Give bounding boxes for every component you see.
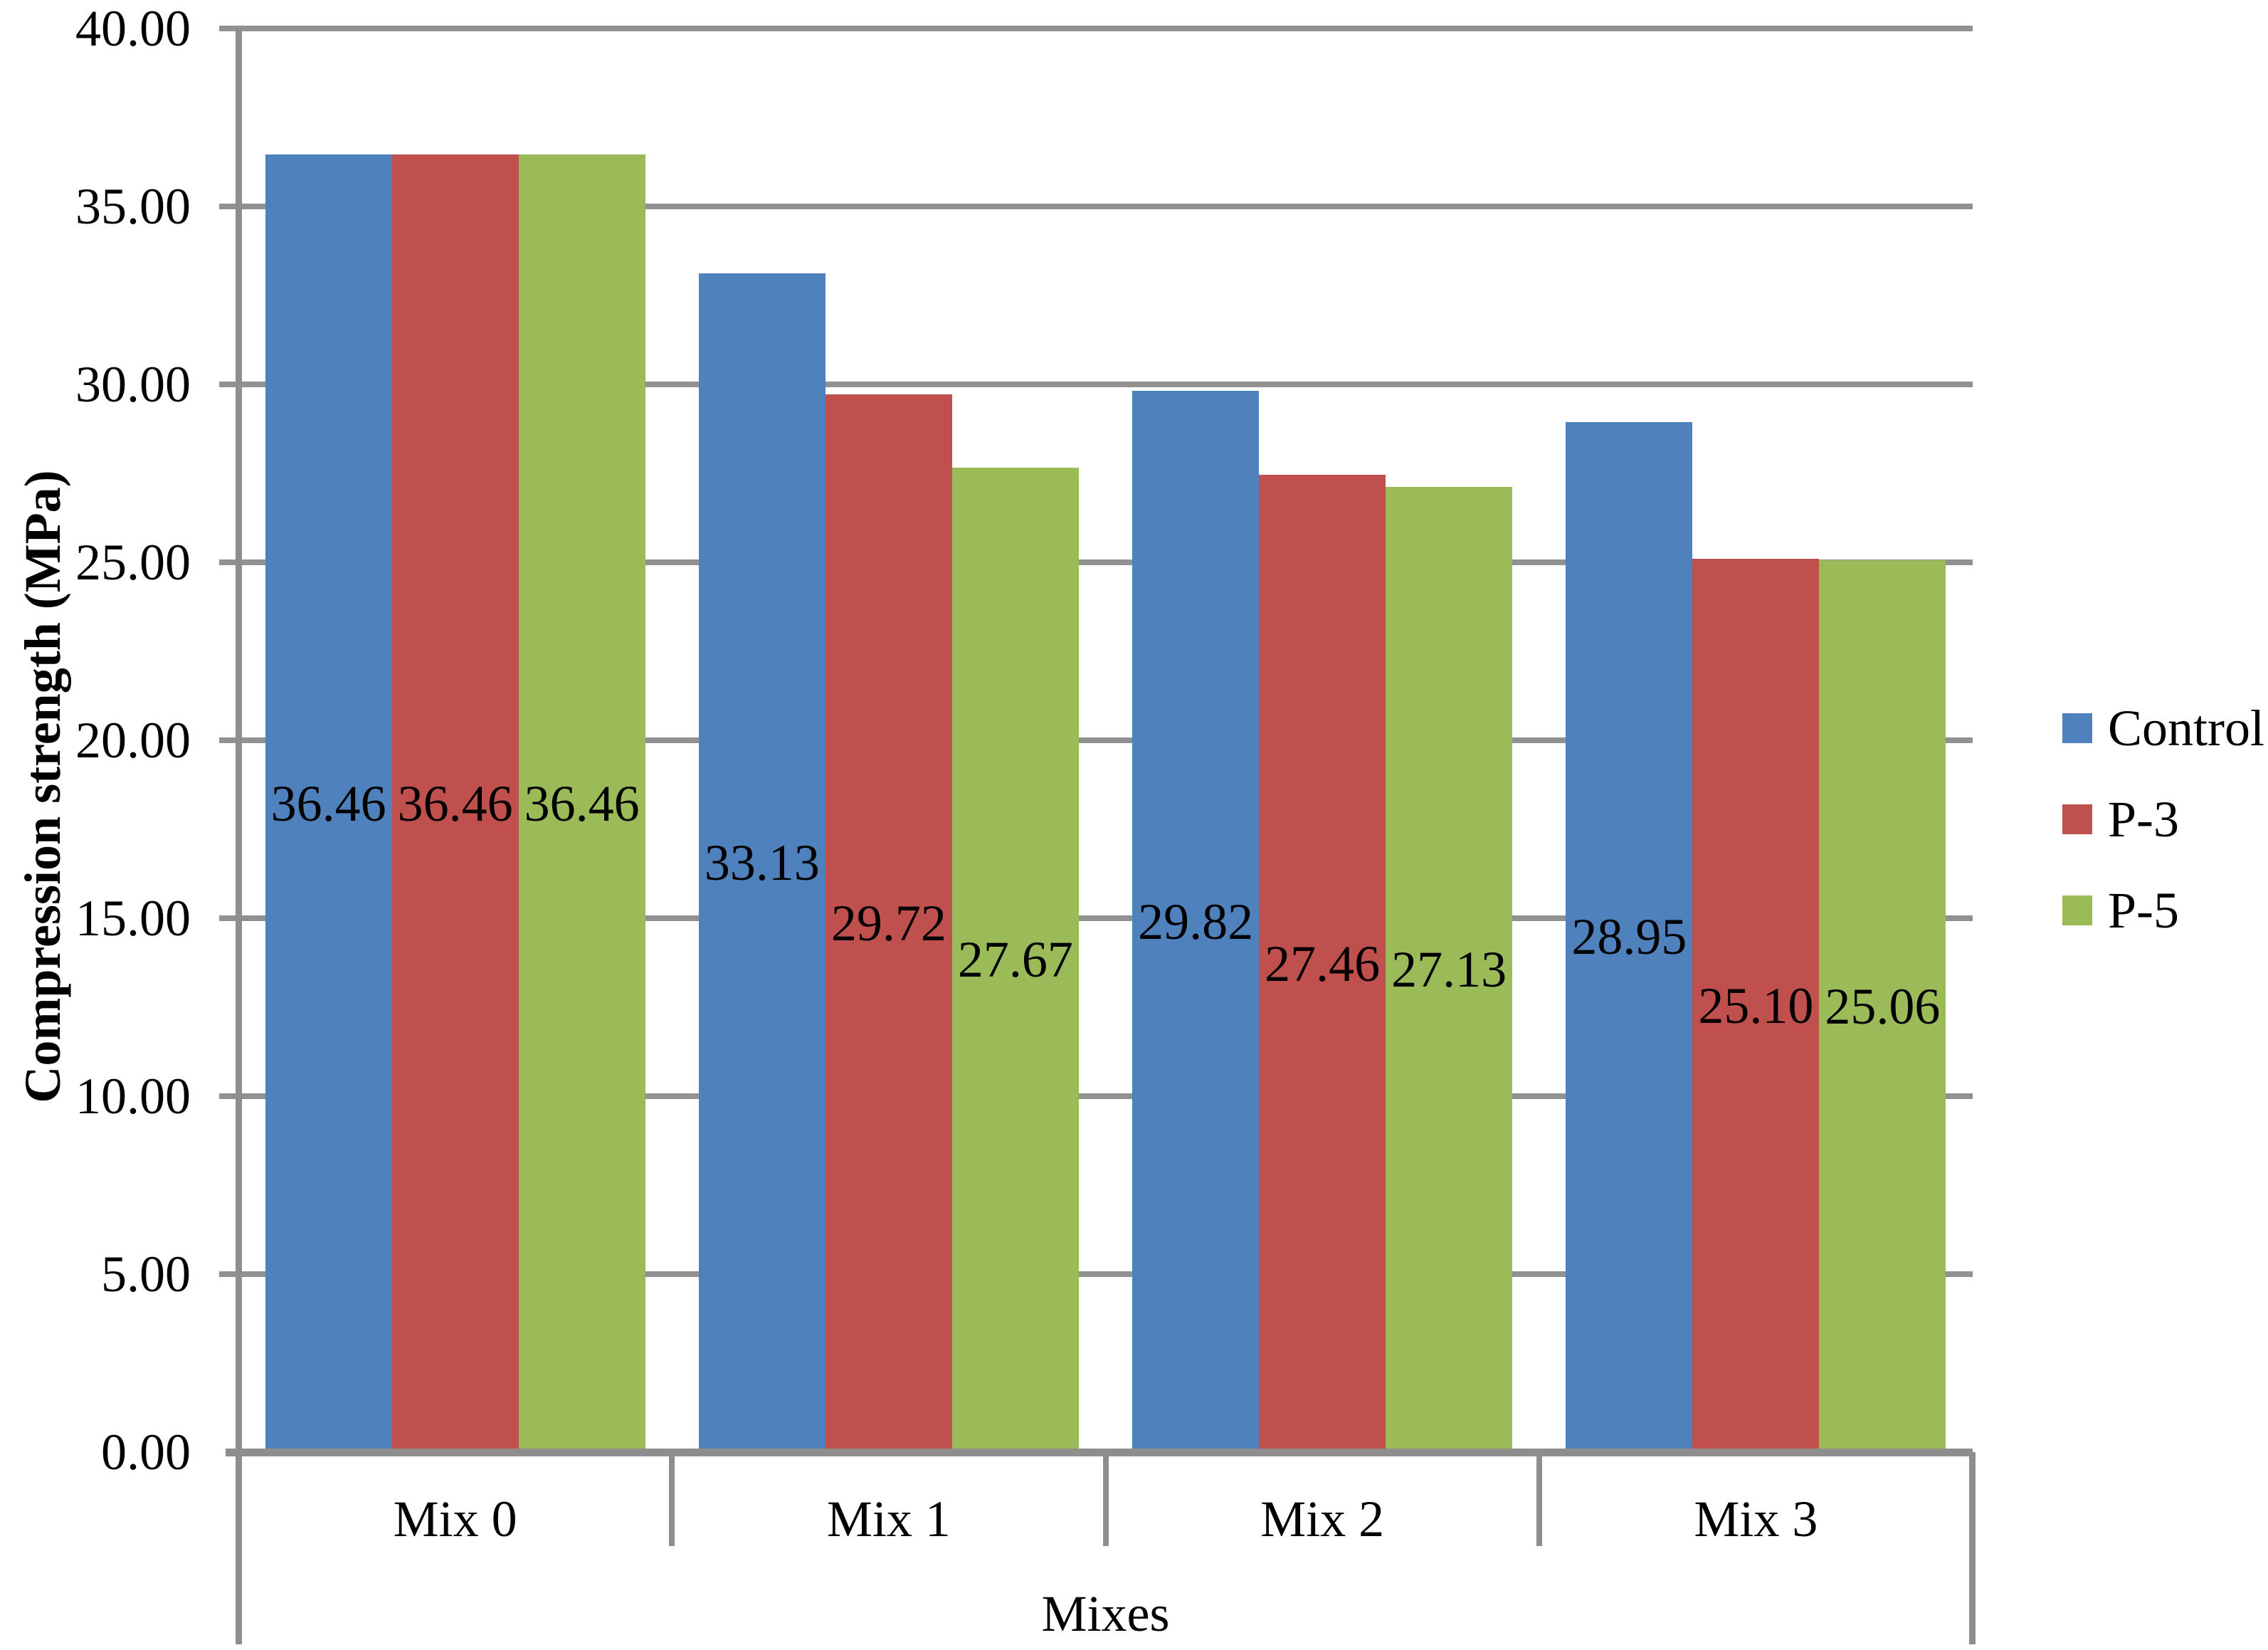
bar-P-5-Mix 2 [1386,486,1513,1452]
y-tick-mark-25.00 [219,559,265,565]
gridline-25.00 [238,559,1973,565]
y-tick-mark-10.00 [219,1093,265,1099]
x-axis-title: Mixes [1041,1585,1170,1642]
bar-label-P-5-Mix 0: 36.46 [524,774,640,832]
y-tick-mark-5.00 [219,1271,265,1277]
bar-label-P-3-Mix 1: 29.72 [830,895,946,952]
bar-label-P-5-Mix 1: 27.67 [957,931,1073,989]
x-category-label: Mix 3 [1694,1491,1818,1547]
bar-P-3-Mix 0 [391,154,519,1452]
x-axis-line [226,1449,1973,1456]
y-tick-label: 5.00 [101,1246,191,1303]
x-category-label: Mix 1 [826,1491,951,1547]
y-tick-label: 40.00 [75,0,191,57]
legend: Control P-3 P-5 [2062,698,2264,971]
y-tick-label: 15.00 [75,890,191,947]
bar-P-5-Mix 0 [518,154,645,1452]
legend-swatch-Control [2062,713,2092,743]
y-tick-label: 0.00 [101,1424,191,1481]
legend-label-Control: Control [2108,700,2265,757]
legend-swatch-P-5 [2062,895,2092,925]
bar-Control-Mix 2 [1132,391,1260,1452]
category-table-right-border [1969,1452,1976,1644]
bar-label-Control-Mix 1: 33.13 [704,834,820,891]
bar-label-P-5-Mix 2: 27.13 [1391,940,1507,998]
gridline-35.00 [238,204,1973,209]
y-tick-mark-15.00 [219,915,265,921]
y-tick-mark-40.00 [219,26,265,31]
bar-Control-Mix 0 [265,154,392,1452]
x-category-label: Mix 2 [1260,1491,1385,1547]
gridline-40.00 [238,26,1973,31]
bar-label-P-3-Mix 2: 27.46 [1265,935,1381,992]
bar-P-5-Mix 3 [1819,560,1946,1452]
bar-label-P-3-Mix 3: 25.10 [1698,977,1814,1034]
legend-label-P-5: P-5 [2108,882,2180,939]
legend-label-P-3: P-3 [2108,791,2180,848]
bar-P-5-Mix 1 [951,467,1079,1452]
bar-label-Control-Mix 2: 29.82 [1138,893,1254,950]
gridline-10.00 [238,1093,1973,1099]
gridline-15.00 [238,915,1973,921]
y-axis-line [236,28,242,1644]
y-tick-label: 20.00 [75,712,191,769]
legend-item-Control: Control [2062,698,2264,759]
y-tick-mark-35.00 [219,204,265,209]
gridline-5.00 [238,1271,1973,1277]
bar-label-P-5-Mix 3: 25.06 [1825,977,1941,1035]
y-tick-label: 35.00 [75,178,191,235]
category-divider [1102,1452,1109,1546]
bar-label-P-3-Mix 0: 36.46 [397,774,513,832]
bar-Control-Mix 3 [1566,421,1693,1452]
bar-P-3-Mix 2 [1259,475,1386,1452]
legend-item-P-3: P-3 [2062,789,2264,850]
gridline-30.00 [238,382,1973,387]
y-tick-mark-30.00 [219,382,265,387]
y-tick-label: 30.00 [75,356,191,413]
bar-Control-Mix 1 [698,273,826,1452]
bar-P-3-Mix 3 [1692,559,1820,1452]
category-divider [669,1452,675,1546]
y-tick-mark-20.00 [219,737,265,743]
legend-item-P-5: P-5 [2062,880,2264,941]
legend-swatch-P-3 [2062,804,2092,834]
y-tick-label: 25.00 [75,534,191,591]
bar-P-3-Mix 1 [825,394,952,1452]
x-category-label: Mix 0 [393,1491,517,1547]
y-tick-label: 10.00 [75,1068,191,1125]
bar-label-Control-Mix 0: 36.46 [270,774,386,832]
bar-label-Control-Mix 3: 28.95 [1571,908,1687,966]
category-divider [1536,1452,1542,1546]
gridline-20.00 [238,737,1973,743]
